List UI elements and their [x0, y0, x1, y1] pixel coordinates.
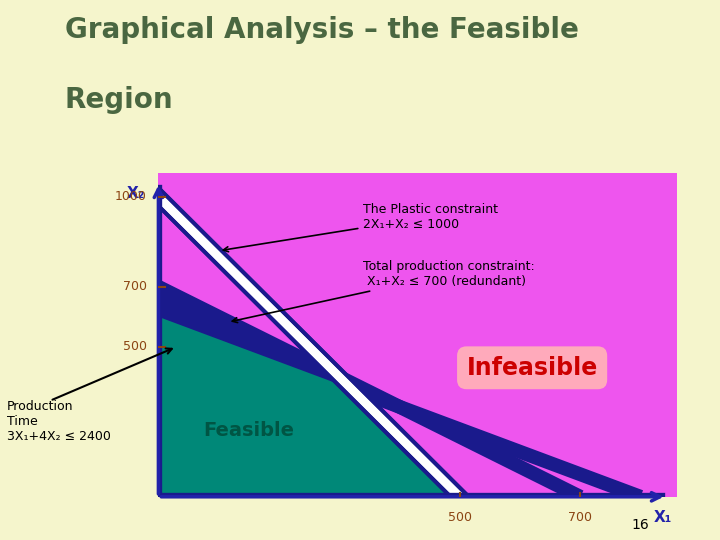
Text: 700: 700: [568, 511, 593, 524]
Text: Production
Time
3X₁+4X₂ ≤ 2400: Production Time 3X₁+4X₂ ≤ 2400: [7, 400, 111, 443]
Polygon shape: [158, 317, 460, 497]
Text: 500: 500: [123, 340, 147, 353]
Text: X₁: X₁: [653, 510, 672, 525]
Text: Region: Region: [65, 86, 174, 114]
Text: Total production constraint:
 X₁+X₂ ≤ 700 (redundant): Total production constraint: X₁+X₂ ≤ 700…: [233, 260, 535, 322]
Text: 700: 700: [123, 280, 147, 293]
Text: Infeasible: Infeasible: [467, 356, 598, 380]
Text: X₂: X₂: [127, 186, 145, 201]
Text: Feasible: Feasible: [203, 421, 294, 440]
Text: The Plastic constraint
2X₁+X₂ ≤ 1000: The Plastic constraint 2X₁+X₂ ≤ 1000: [223, 203, 498, 252]
Polygon shape: [158, 287, 351, 389]
Text: 1000: 1000: [115, 190, 147, 203]
Text: Graphical Analysis – the Feasible: Graphical Analysis – the Feasible: [65, 16, 579, 44]
Text: 16: 16: [632, 518, 649, 532]
Polygon shape: [158, 317, 460, 497]
Text: 500: 500: [448, 511, 472, 524]
